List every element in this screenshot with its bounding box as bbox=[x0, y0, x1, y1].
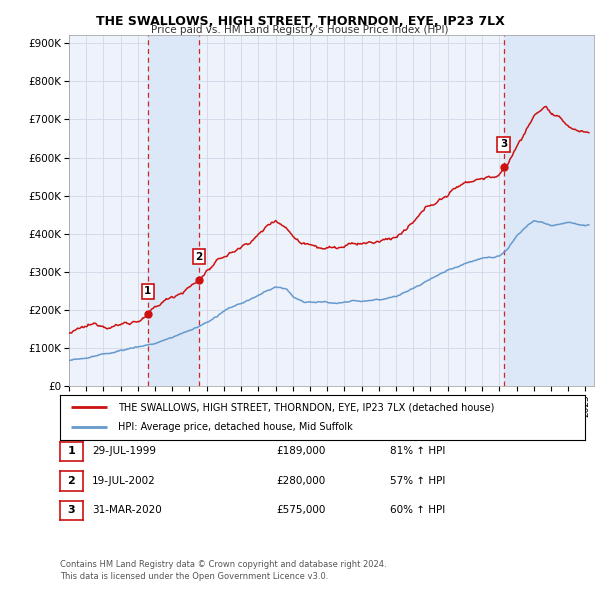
Text: £280,000: £280,000 bbox=[276, 476, 325, 486]
Text: 60% ↑ HPI: 60% ↑ HPI bbox=[390, 506, 445, 515]
Bar bbox=[148, 35, 199, 386]
Text: 3: 3 bbox=[68, 506, 75, 515]
Bar bbox=[503, 35, 594, 386]
Text: HPI: Average price, detached house, Mid Suffolk: HPI: Average price, detached house, Mid … bbox=[118, 422, 353, 432]
Text: THE SWALLOWS, HIGH STREET, THORNDON, EYE, IP23 7LX: THE SWALLOWS, HIGH STREET, THORNDON, EYE… bbox=[95, 15, 505, 28]
Text: £189,000: £189,000 bbox=[276, 447, 325, 456]
Text: 29-JUL-1999: 29-JUL-1999 bbox=[92, 447, 156, 456]
Text: 81% ↑ HPI: 81% ↑ HPI bbox=[390, 447, 445, 456]
Text: Contains HM Land Registry data © Crown copyright and database right 2024.
This d: Contains HM Land Registry data © Crown c… bbox=[60, 560, 386, 581]
Text: 57% ↑ HPI: 57% ↑ HPI bbox=[390, 476, 445, 486]
Text: THE SWALLOWS, HIGH STREET, THORNDON, EYE, IP23 7LX (detached house): THE SWALLOWS, HIGH STREET, THORNDON, EYE… bbox=[118, 402, 494, 412]
Text: 1: 1 bbox=[144, 286, 151, 296]
Text: £575,000: £575,000 bbox=[276, 506, 325, 515]
Text: 2: 2 bbox=[195, 252, 202, 262]
Text: 31-MAR-2020: 31-MAR-2020 bbox=[92, 506, 161, 515]
Text: 1: 1 bbox=[68, 447, 75, 456]
Text: Price paid vs. HM Land Registry's House Price Index (HPI): Price paid vs. HM Land Registry's House … bbox=[151, 25, 449, 35]
Text: 3: 3 bbox=[500, 139, 507, 149]
Text: 19-JUL-2002: 19-JUL-2002 bbox=[92, 476, 155, 486]
Text: 2: 2 bbox=[68, 476, 75, 486]
